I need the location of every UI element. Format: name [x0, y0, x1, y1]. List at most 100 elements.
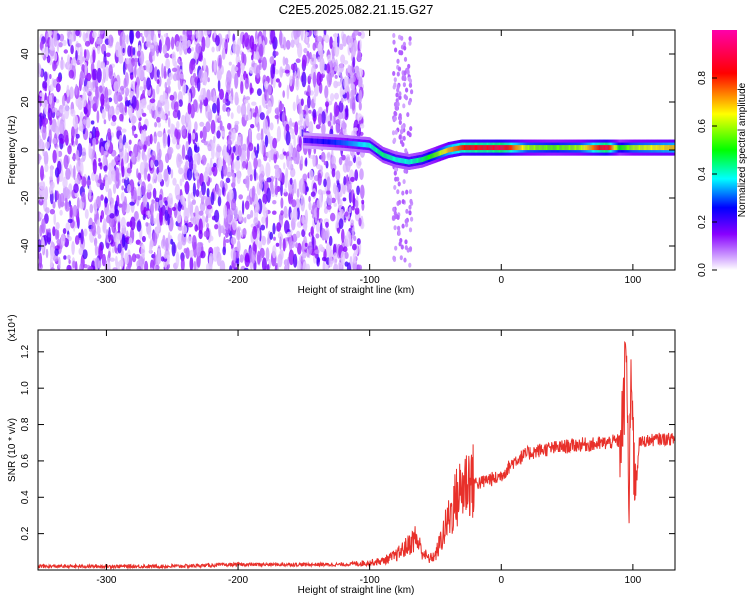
- noise-cell: [394, 214, 398, 220]
- ridge-core: [651, 145, 653, 151]
- noise-cell: [335, 219, 340, 229]
- noise-cell: [401, 142, 405, 147]
- noise-cell: [171, 51, 176, 61]
- noise-cell: [307, 75, 312, 82]
- ridge-core: [669, 145, 671, 151]
- ridge-core: [452, 146, 454, 152]
- noise-cell: [206, 222, 210, 229]
- ridge-core: [416, 158, 418, 163]
- noise-cell: [112, 183, 117, 194]
- noise-cell: [395, 92, 399, 98]
- ridge-core: [557, 145, 559, 151]
- ridge-core: [579, 145, 581, 151]
- noise-cell: [403, 56, 408, 62]
- noise-cell: [184, 182, 190, 190]
- noise-cell: [236, 226, 241, 232]
- ridge-core: [630, 145, 632, 151]
- noise-cell: [58, 42, 63, 48]
- ridge-core: [312, 138, 314, 144]
- noise-cell: [178, 167, 184, 175]
- snr-ytick-label: 0.2: [20, 526, 31, 540]
- noise-cell: [129, 74, 134, 80]
- ridge-core: [394, 156, 396, 162]
- noise-cell: [124, 252, 129, 265]
- noise-cell: [257, 158, 262, 168]
- noise-cell: [117, 30, 122, 36]
- noise-cell: [234, 66, 239, 72]
- ridge-core: [544, 145, 546, 151]
- noise-cell: [339, 73, 343, 78]
- noise-cell: [293, 38, 299, 45]
- ridge-core: [641, 145, 643, 151]
- noise-cell: [117, 46, 122, 61]
- noise-cell: [235, 230, 242, 241]
- ridge-core: [341, 140, 344, 146]
- ridge-core: [578, 145, 581, 151]
- ridge-core: [645, 145, 647, 151]
- noise-cell: [40, 165, 44, 182]
- ridge-core: [388, 154, 391, 160]
- noise-cell: [50, 247, 55, 260]
- ridge-core: [365, 142, 367, 148]
- noise-cell: [172, 136, 177, 145]
- noise-cell: [250, 209, 254, 218]
- noise-cell: [201, 154, 207, 166]
- noise-cell: [343, 60, 349, 65]
- ridge-core: [442, 149, 444, 155]
- noise-cell: [195, 189, 200, 198]
- noise-cell: [142, 89, 146, 97]
- ridge-core: [606, 145, 608, 151]
- ridge-core: [375, 147, 377, 153]
- noise-cell: [226, 70, 232, 86]
- noise-cell: [345, 156, 351, 173]
- ridge-core: [494, 145, 496, 151]
- noise-cell: [227, 122, 231, 130]
- spectrogram-ytick-label: -20: [20, 190, 31, 205]
- ridge-core: [506, 145, 509, 151]
- noise-cell: [392, 206, 396, 212]
- ridge-core: [460, 145, 463, 151]
- noise-cell: [335, 170, 341, 181]
- noise-cell: [397, 181, 401, 187]
- ridge-core: [472, 145, 475, 151]
- noise-cell: [405, 208, 409, 214]
- noise-cell: [217, 157, 223, 172]
- noise-cell: [330, 197, 336, 204]
- noise-cell: [71, 126, 75, 140]
- ridge-core: [552, 145, 555, 151]
- noise-cell: [81, 176, 87, 188]
- noise-cell: [181, 114, 186, 126]
- noise-cell: [308, 195, 311, 203]
- ridge-core: [601, 145, 604, 151]
- noise-cell: [125, 87, 130, 97]
- ridge-core: [612, 145, 615, 151]
- noise-cell: [137, 195, 142, 201]
- noise-cell: [59, 192, 65, 208]
- ridge-core: [671, 145, 674, 151]
- noise-cell: [242, 160, 247, 169]
- ridge-core: [587, 145, 589, 151]
- noise-cell: [150, 259, 155, 270]
- noise-cell: [187, 47, 192, 54]
- noise-cell: [199, 201, 206, 212]
- noise-cell: [195, 132, 198, 143]
- noise-cell: [323, 178, 327, 188]
- ridge-core: [396, 157, 398, 163]
- ridge-core: [329, 139, 331, 145]
- noise-cell: [78, 232, 82, 239]
- noise-cell: [312, 71, 317, 88]
- noise-cell: [358, 77, 363, 88]
- noise-cell: [272, 210, 277, 215]
- noise-cell: [108, 236, 113, 241]
- noise-cell: [170, 123, 175, 138]
- ridge-core: [668, 145, 670, 151]
- noise-cell: [187, 192, 191, 206]
- noise-cell: [350, 83, 356, 90]
- ridge-core: [508, 145, 511, 151]
- noise-cell: [56, 190, 59, 201]
- noise-cell: [228, 135, 231, 150]
- noise-cell: [159, 194, 163, 201]
- noise-cell: [332, 40, 338, 48]
- noise-cell: [49, 208, 56, 215]
- noise-cell: [244, 78, 249, 90]
